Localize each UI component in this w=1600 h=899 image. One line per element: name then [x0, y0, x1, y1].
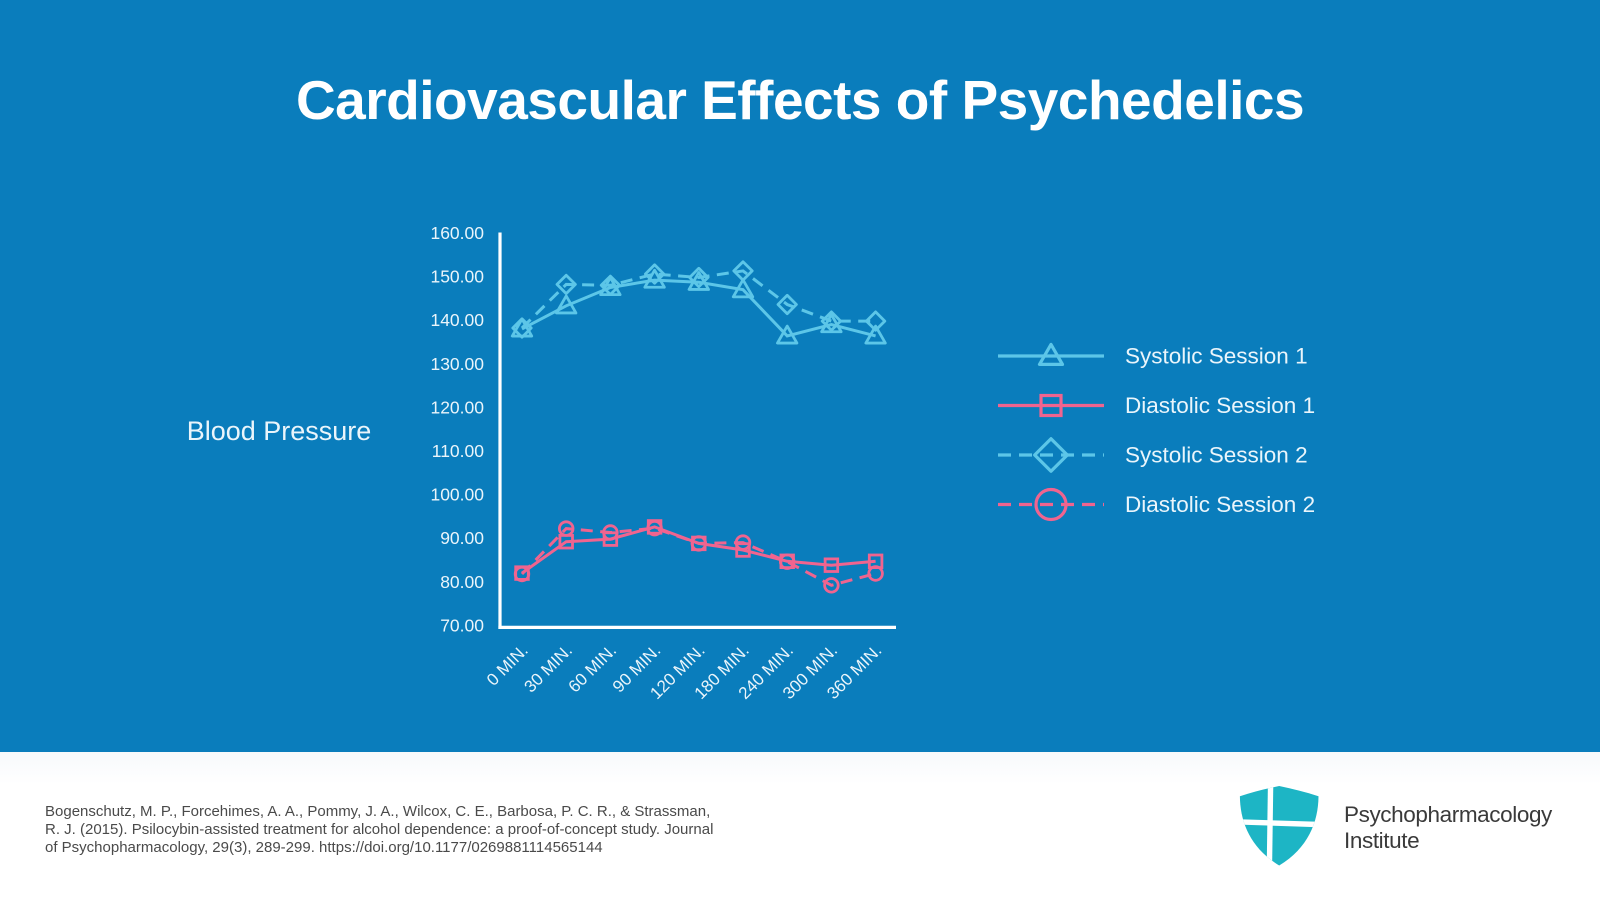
svg-text:150.00: 150.00	[430, 267, 484, 287]
svg-text:60 MIN.: 60 MIN.	[565, 641, 621, 697]
svg-text:160.00: 160.00	[430, 223, 484, 243]
svg-text:Diastolic Session 1: Diastolic Session 1	[1125, 393, 1315, 418]
svg-text:Blood Pressure: Blood Pressure	[187, 416, 372, 446]
svg-text:140.00: 140.00	[430, 310, 484, 330]
svg-text:30 MIN.: 30 MIN.	[520, 641, 576, 697]
svg-text:80.00: 80.00	[440, 572, 484, 592]
svg-text:Systolic Session 1: Systolic Session 1	[1125, 344, 1308, 369]
svg-text:130.00: 130.00	[430, 354, 484, 374]
svg-text:110.00: 110.00	[432, 441, 484, 461]
svg-text:90.00: 90.00	[440, 528, 484, 548]
svg-text:70.00: 70.00	[440, 615, 484, 635]
svg-text:Systolic Session 2: Systolic Session 2	[1125, 443, 1308, 468]
svg-text:Diastolic Session 2: Diastolic Session 2	[1125, 492, 1315, 517]
svg-text:100.00: 100.00	[430, 485, 484, 505]
svg-text:120.00: 120.00	[430, 397, 484, 417]
